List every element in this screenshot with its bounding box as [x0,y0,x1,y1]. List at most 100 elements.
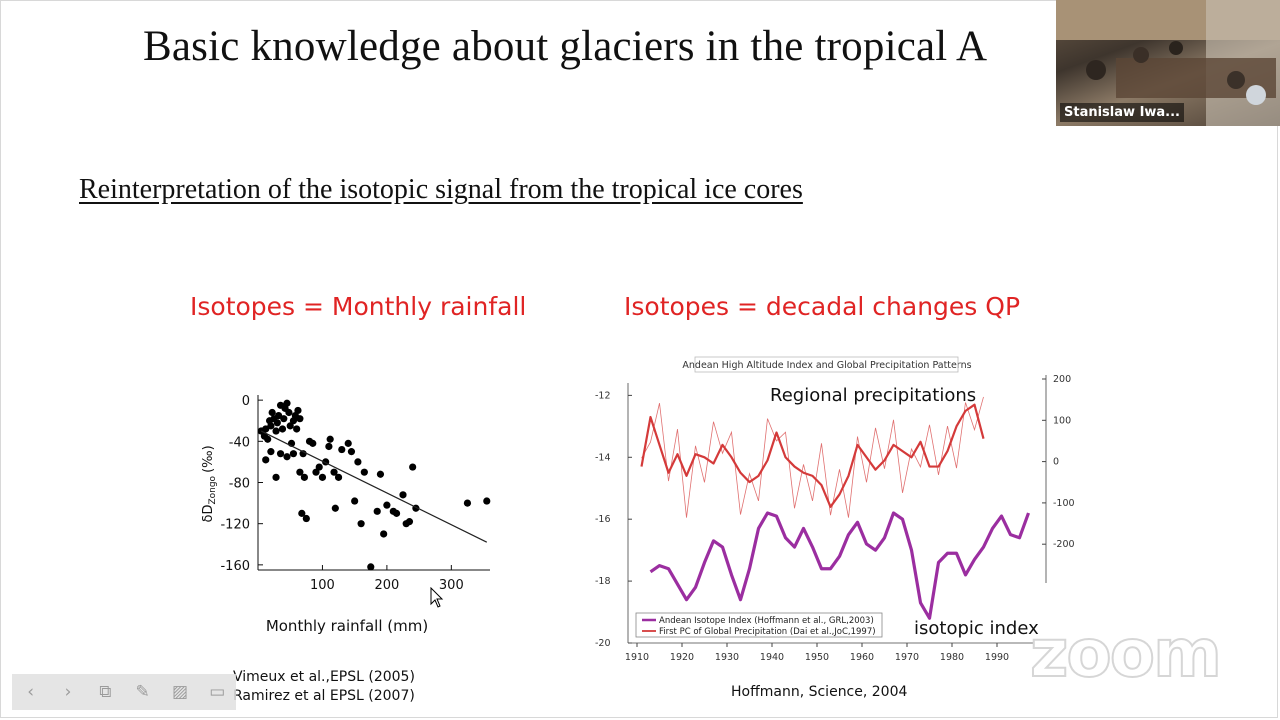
scatter-point [267,448,275,456]
x-tick-label: 1940 [760,652,784,663]
x-tick-label: 1930 [715,652,739,663]
scatter-point [268,408,276,417]
scatter-point [360,468,368,476]
legend-entry-precipitation: First PC of Global Precipitation (Dai et… [659,627,876,637]
precipitation-series-line [640,403,985,508]
scatter-point [331,504,339,512]
scatter-point [280,415,288,423]
scatter-point [300,473,308,481]
y-left-tick-label: -18 [595,576,611,587]
scatter-point [312,468,320,476]
y-left-tick-label: -20 [595,638,611,649]
zoom-watermark: zoom [1029,614,1223,693]
scatter-point [309,439,317,447]
x-tick-label: 1990 [985,652,1009,663]
scatter-point [383,501,391,509]
scatter-point [296,415,304,423]
screen-icon[interactable]: ▭ [209,682,226,702]
scatter-point [283,399,291,407]
scatter-point [272,473,280,481]
scatter-point [298,509,306,517]
y-axis-label: δDZongo(‰) [201,445,218,522]
chevron-left-icon[interactable]: ‹ [27,682,35,702]
mouse-cursor-icon [430,587,444,608]
scatter-point [273,419,281,427]
scatter-point [299,450,307,458]
pen-icon[interactable]: ✎ [135,682,150,702]
scatter-point [330,468,338,476]
scatter-point [405,518,414,526]
y-left-tick-label: -12 [595,390,611,401]
scatter-point [262,456,270,464]
slide-subtitle: Reinterpretation of the isotopic signal … [79,174,803,205]
slide-title: Basic knowledge about glaciers in the tr… [143,23,988,70]
scatter-point [338,445,346,454]
scatter-point [267,422,275,430]
scatter-point [483,497,491,505]
y-right-tick-label: 100 [1053,415,1071,426]
scatter-point [289,450,298,458]
scatter-point [463,499,472,507]
x-tick-label: 1920 [670,652,694,663]
scatter-point [344,439,352,447]
y-left-tick-label: -16 [595,514,611,525]
y-right-tick-label: 0 [1053,457,1059,468]
y-tick-label: 0 [242,394,250,409]
scatter-point [351,497,359,505]
scatter-point [264,435,272,443]
scatter-point [285,408,293,417]
x-tick-label: 300 [439,578,464,593]
scatter-point [325,442,333,451]
scatter-point [392,509,401,517]
chevron-right-icon[interactable]: › [64,682,72,702]
x-tick-label: 1960 [850,652,874,663]
y-right-tick-label: 200 [1053,374,1071,385]
scatter-chart: 0 -40 -80 -120 -160 100 200 300 δDZongo(‰) Mon… [201,394,491,635]
scatter-point [376,470,385,478]
x-tick-label: 200 [374,578,399,593]
x-tick-label: 100 [310,578,335,593]
scatter-point [326,435,334,443]
scatter-point [296,468,304,476]
left-citation-2: Ramirez et al EPSL (2007) [233,688,415,704]
scatter-point [380,530,388,538]
chart-title: Andean High Altitude Index and Global Pr… [682,360,971,371]
right-citation: Hoffmann, Science, 2004 [731,684,908,700]
scatter-point [357,520,365,528]
highlight-icon[interactable]: ▨ [171,682,188,702]
line-chart: Andean High Altitude Index and Global Pr… [595,356,1075,663]
scatter-point [367,563,375,571]
participant-video-tile[interactable]: Stanislaw Iwa... [1056,0,1280,126]
x-axis-label: Monthly rainfall (mm) [266,617,428,635]
y-right-tick-label: -200 [1053,539,1075,550]
right-heading: Isotopes = decadal changes QP [624,292,1021,321]
scatter-point [334,473,343,481]
x-tick-label: 1970 [895,652,919,663]
y-tick-label: -80 [229,477,250,492]
scatter-point [272,427,280,435]
video-scene-icon [1056,0,1280,126]
precipitation-annual-line [641,396,984,518]
scatter-point [293,425,301,433]
scatter-point [283,453,291,461]
legend-entry-isotope: Andean Isotope Index (Hoffmann et al., G… [659,616,874,626]
left-heading: Isotopes = Monthly rainfall [190,292,527,321]
chart-legend: Andean Isotope Index (Hoffmann et al., G… [635,612,883,638]
presentation-toolbar: ‹ › ⧉ ✎ ▨ ▭ [12,674,236,710]
slides-icon[interactable]: ⧉ [99,682,112,702]
y-tick-label: -40 [229,435,250,450]
scatter-point [318,473,327,481]
x-tick-label: 1910 [625,652,649,663]
y-tick-label: -120 [220,518,250,533]
x-tick-label: 1980 [940,652,964,663]
scatter-point [315,463,323,471]
annotation-isotopic-index: isotopic index [914,618,1039,639]
participant-name: Stanislaw Iwa... [1060,103,1184,122]
scatter-point [409,463,417,471]
annotation-regional-precipitations: Regional precipitations [770,385,976,406]
x-tick-label: 1950 [805,652,829,663]
isotope-series-line [649,511,1031,620]
chart-title-box [694,356,959,373]
scatter-point [302,514,310,523]
